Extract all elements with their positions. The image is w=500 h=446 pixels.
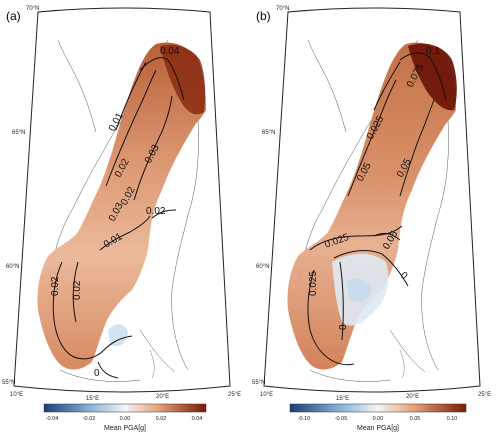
contour-label: 0.02 <box>50 276 61 296</box>
map-a-svg: 0.04 0.01 0.02 0.03 0.02 0.03 0.02 0.01 … <box>2 6 241 432</box>
colorbar-tick: -0.04 <box>46 416 59 422</box>
contour-label: 0 <box>338 324 349 330</box>
sweden-field <box>287 42 456 370</box>
panel-a: 0.04 0.01 0.02 0.03 0.02 0.03 0.02 0.01 … <box>2 6 241 432</box>
contours <box>307 52 447 366</box>
colorbar-title: Mean PGA[g] <box>104 425 146 432</box>
lon-label: 15°E <box>86 396 99 402</box>
contour-label: 0 <box>398 270 410 282</box>
contour-label: 0.04 <box>160 46 180 57</box>
panel-label-a: (a) <box>6 9 21 23</box>
colorbar-tick: 0.02 <box>156 416 167 422</box>
lat-label: 65°N <box>12 130 25 136</box>
lon-label: 20°E <box>406 394 419 400</box>
colorbar-title: Mean PGA[g] <box>357 425 399 432</box>
lat-label: 60°N <box>6 264 19 270</box>
colorbar-tick: 0.10 <box>447 416 458 422</box>
colorbar-b <box>289 403 467 413</box>
colorbar-tick: -0.05 <box>335 416 348 422</box>
contour-label: 0.02 <box>72 280 83 300</box>
lat-label: 70°N <box>276 6 289 12</box>
negative-patch <box>346 278 372 303</box>
panel-label-b: (b) <box>256 9 271 23</box>
lon-label: 10°E <box>260 392 273 398</box>
lon-label: 15°E <box>336 396 349 402</box>
colorbar-tick: -0.10 <box>298 416 311 422</box>
map-b-svg: 0.1 0.075 0.025 0.05 0.05 0.025 0.05 0 0… <box>252 6 491 432</box>
colorbar-tick: 0.05 <box>410 416 421 422</box>
lat-label: 70°N <box>26 6 39 12</box>
colorbar-tick: 0.04 <box>192 416 203 422</box>
contours <box>52 57 185 379</box>
colorbar-a <box>43 403 207 413</box>
lon-label: 10°E <box>10 392 23 398</box>
lat-label: 55°N <box>2 380 15 386</box>
contour-label: 0.025 <box>308 271 319 296</box>
lon-label: 20°E <box>156 394 169 400</box>
lon-label: 25°E <box>228 392 241 398</box>
colorbar-tick: 0.00 <box>373 416 384 422</box>
colorbar-tick: 0.00 <box>120 416 131 422</box>
sweden-field <box>37 42 207 370</box>
contour-label: 0.1 <box>426 46 440 57</box>
contour-label: 0.02 <box>146 206 166 217</box>
contour-label: 0 <box>94 368 100 379</box>
colorbar-tick: -0.02 <box>83 416 96 422</box>
lat-label: 65°N <box>262 130 275 136</box>
lon-label: 25°E <box>478 392 491 398</box>
negative-patch <box>108 324 128 347</box>
lat-label: 60°N <box>256 264 269 270</box>
panel-b: 0.1 0.075 0.025 0.05 0.05 0.025 0.05 0 0… <box>250 0 500 446</box>
lat-label: 55°N <box>252 380 265 386</box>
north-high-patch <box>160 44 206 115</box>
